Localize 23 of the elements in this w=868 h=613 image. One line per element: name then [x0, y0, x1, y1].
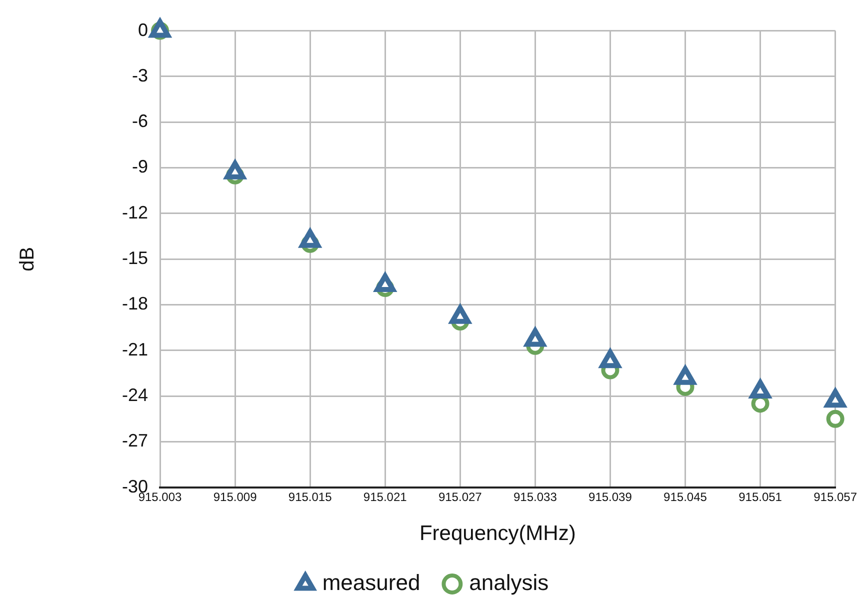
- x-axis-title: Frequency(MHz): [419, 522, 576, 546]
- y-tick-label: -6: [132, 111, 148, 132]
- x-tick-label: 915.045: [664, 490, 708, 504]
- x-tick-label: 915.027: [438, 490, 482, 504]
- y-axis-title: dB: [16, 246, 39, 272]
- legend-label: analysis: [469, 570, 549, 596]
- y-tick-label: -18: [122, 294, 148, 314]
- x-tick-label: 915.033: [513, 490, 558, 504]
- y-tick-label: -9: [132, 156, 148, 177]
- y-tick-label: -27: [122, 430, 148, 451]
- x-tick-label: 915.051: [738, 490, 782, 504]
- y-tick-label: -21: [122, 339, 148, 360]
- x-tick-label: 915.015: [288, 490, 332, 504]
- x-tick-label: 915.021: [363, 490, 408, 504]
- x-tick-label: 915.009: [213, 490, 258, 504]
- x-tick-label: 915.039: [588, 490, 632, 504]
- legend-label: measured: [322, 570, 420, 596]
- x-tick-label: 915.057: [814, 490, 858, 504]
- y-tick-label: -15: [122, 248, 148, 268]
- y-tick-label: -12: [122, 202, 148, 222]
- y-tick-label: 0: [138, 20, 148, 40]
- y-tick-label: -24: [122, 385, 148, 406]
- y-tick-label: -3: [132, 65, 148, 86]
